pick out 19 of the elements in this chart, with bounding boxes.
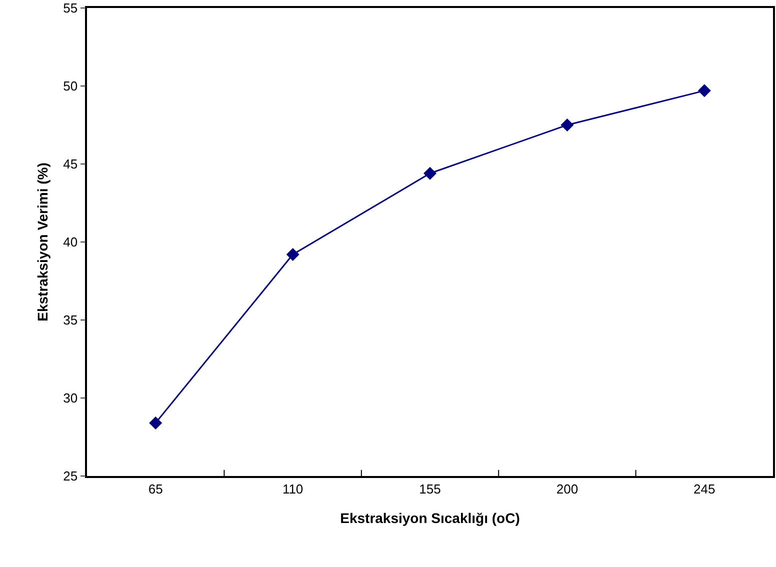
point — [149, 416, 162, 430]
y-tick-label: 30 — [63, 390, 78, 406]
point — [286, 248, 300, 261]
x-tick-label: 110 — [282, 481, 304, 496]
point — [560, 118, 574, 132]
point — [424, 166, 436, 180]
y-tick-label: 40 — [63, 234, 78, 250]
x-tick-label: 245 — [694, 481, 716, 496]
y-tick-label: 25 — [63, 468, 78, 484]
x-tick-label: 200 — [556, 481, 578, 496]
x-axis-title: Ekstraksiyon Sıcaklığı (oC) — [340, 510, 520, 526]
y-tick-label: 35 — [63, 312, 78, 328]
point — [698, 84, 711, 98]
y-axis-title: Ekstraksiyon Verimi (%) — [34, 162, 50, 322]
y-tick-label: 55 — [63, 0, 78, 16]
x-tick-label: 155 — [419, 481, 441, 496]
y-tick-label: 50 — [63, 78, 78, 94]
y-tick-label: 45 — [63, 156, 78, 172]
x-tick-label: 65 — [148, 481, 163, 496]
